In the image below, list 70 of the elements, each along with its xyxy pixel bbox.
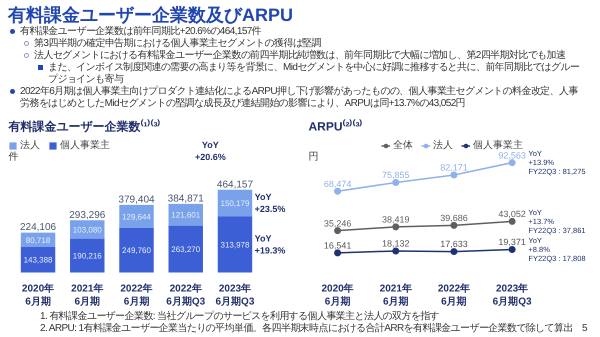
point xyxy=(508,159,516,166)
point xyxy=(334,188,342,195)
y-axis-title: 件 xyxy=(8,152,18,162)
total-label: 464,157 xyxy=(216,179,254,190)
text: 5 xyxy=(582,323,587,335)
text: YoY +20.6% xyxy=(194,140,226,162)
x-tick-label: 2021年 6月期 xyxy=(71,282,104,308)
data-label: 43,052 xyxy=(498,209,526,220)
total-label: 384,871 xyxy=(168,193,204,204)
bar xyxy=(218,216,252,272)
x-tick-label: 2023年 6月期Q3 xyxy=(216,282,255,308)
data-label: 17,633 xyxy=(440,239,468,250)
x-tick-label: 2020年 6月期 xyxy=(321,282,354,308)
point xyxy=(508,218,516,225)
data-label: 263,270 xyxy=(171,245,201,254)
data-label: 19,371 xyxy=(498,237,526,248)
bar xyxy=(119,228,154,272)
data-label: 68,474 xyxy=(324,178,352,189)
data-label: 39,686 xyxy=(440,213,468,224)
data-label: 190,216 xyxy=(72,252,102,261)
data-label: 143,388 xyxy=(24,256,54,265)
text: 第3四半期の確定申告期における個人事業主セグメントの獲得は堅調 xyxy=(33,38,322,50)
x-tick-label: 2022年 6月期Q3 xyxy=(166,282,206,308)
text: また、インボイス制度関連の需要の高まり等を背景に、Midセグメントを中心に好調に推移すると共に、前年同期比ではグループジョインも寄与 xyxy=(47,62,580,86)
data-label: 16,541 xyxy=(324,240,352,250)
text: 有料課金ユーザー企業数は前年同期比+20.6%の464,157件 xyxy=(19,26,262,38)
x-tick-label: 2021年 6月期 xyxy=(380,282,412,308)
data-label: 75,855 xyxy=(382,170,410,180)
legend-label: 全体 xyxy=(393,139,413,152)
point xyxy=(334,249,342,256)
text: 法人セグメントにおける有料課金ユーザー企業数の前四半期比純増数は、前年同期比で大幅に増加し、第2四半期対比でも加速 xyxy=(33,50,566,62)
data-label: 35,246 xyxy=(324,218,352,228)
x-tick-label: 2020年 6月期 xyxy=(22,282,54,308)
legend-label: 法人 xyxy=(433,138,453,152)
bar xyxy=(168,226,203,272)
text: 2. ARPU: 1有料課金ユーザー企業当たりの平均単価。各四半期末時点における合計ARRを有料課金ユーザー企業数で除して算出 xyxy=(40,323,573,335)
annotation: YoY +23.5% xyxy=(254,192,286,214)
total-label: 293,296 xyxy=(69,210,106,221)
legend-label: 個人事業主 xyxy=(473,138,523,152)
bar xyxy=(70,238,104,272)
annotation: YoY +19.3% xyxy=(254,234,286,256)
y-axis-title: 円 xyxy=(308,152,318,162)
bar xyxy=(218,190,252,217)
point xyxy=(334,227,342,234)
legend-label: 個人事業主 xyxy=(60,138,110,152)
total-label: 379,404 xyxy=(118,194,156,206)
point xyxy=(508,246,516,254)
data-label: 129,644 xyxy=(122,212,152,222)
text: 1. 有料課金ユーザー企業数: 当社グループのサービスを利用する個人事業主と法人の双方を指す xyxy=(40,311,440,322)
chart-title: 有料課金ユーザー企業数⁽¹⁾⁽³⁾ xyxy=(8,118,160,134)
data-label: 92,563 xyxy=(498,150,526,160)
data-label: 82,171 xyxy=(440,162,468,173)
data-label: 121,601 xyxy=(171,210,201,220)
data-label: 18,132 xyxy=(382,238,410,249)
chart-title: ARPU⁽²⁾⁽³⁾ xyxy=(308,118,362,134)
data-label: 103,080 xyxy=(72,225,102,234)
text: 有料課金ユーザー企業数及びARPU xyxy=(8,4,294,26)
x-tick-label: 2022年 6月期 xyxy=(438,282,470,308)
point xyxy=(450,172,458,178)
data-label: 80,718 xyxy=(26,236,51,245)
legend-label: 法人 xyxy=(20,138,40,152)
total-label: 224,106 xyxy=(20,222,57,234)
data-label: 38,419 xyxy=(382,214,410,225)
x-tick-label: 2023年 6月期Q3 xyxy=(492,282,532,308)
data-label: 313,978 xyxy=(220,240,250,250)
text: 2022年6月期は個人事業主向けプロダクト連結化によるARPU押し下げ影響があったものの、個人事業主セグメントの料金改定、人事労務をはじめとしたMidセグメントの堅調な成長及び連結開始の影響により、ARPUは同+13.7%の43,052円 xyxy=(19,86,579,110)
x-tick-label: 2022年 6月期 xyxy=(120,282,153,308)
data-label: 249,760 xyxy=(122,246,152,256)
point xyxy=(450,248,458,256)
data-label: 150,179 xyxy=(220,199,250,208)
